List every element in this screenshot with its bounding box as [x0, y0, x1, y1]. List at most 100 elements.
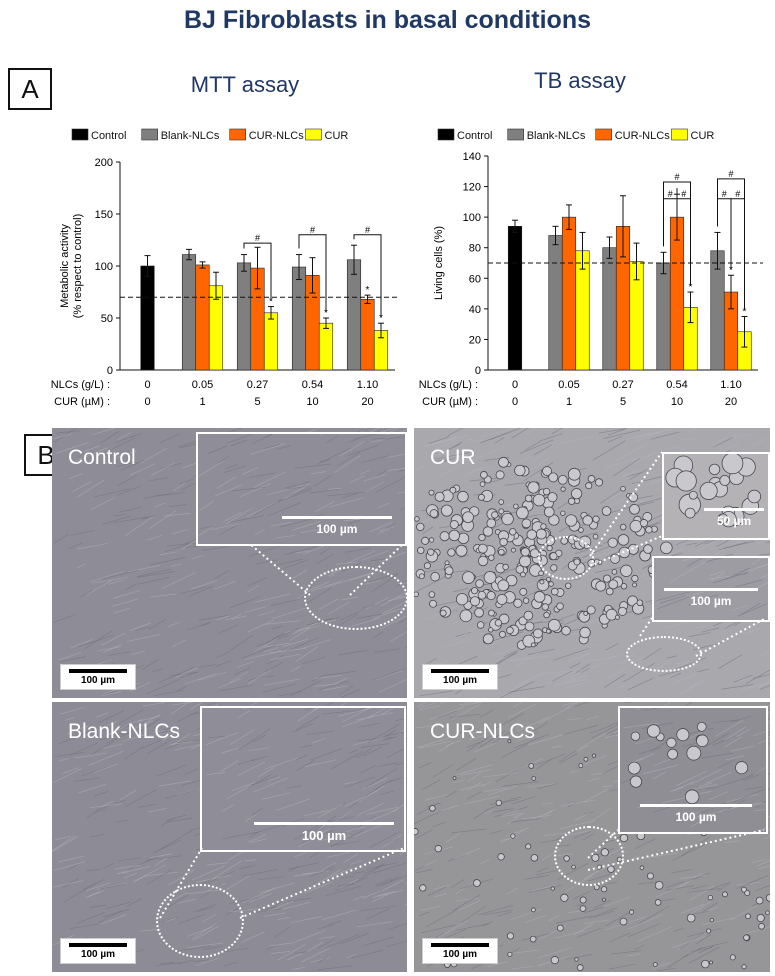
cell-bubble [499, 537, 508, 547]
cell-bubble [591, 753, 596, 758]
bar-cur-nlcs-4 [360, 298, 375, 371]
y-tick-label: 50 [101, 313, 113, 325]
cell-bubble [459, 609, 473, 623]
y-tick-label: 40 [469, 304, 481, 316]
cell-bubble [497, 853, 505, 861]
cell-bubble [434, 491, 445, 502]
cell-bubble [611, 569, 618, 575]
cell-bubble [743, 934, 750, 941]
cell-bubble [571, 488, 583, 500]
cell-bubble [475, 579, 484, 588]
cell-bubble [469, 596, 481, 607]
cell-bubble [525, 843, 532, 850]
x-tick-cur: 0 [144, 396, 150, 408]
zoom-region-ellipse [626, 636, 702, 672]
cell-bubble [660, 541, 673, 555]
cell-bubble [498, 499, 505, 505]
y-tick-label: 100 [95, 261, 113, 273]
significance-star: * [689, 282, 693, 293]
hash-label: # [722, 189, 727, 199]
cell-bubble [708, 463, 721, 476]
x-label-nlcs: NLCs (g/L) : [419, 379, 478, 391]
inset-scale-bar: 100 µm [640, 804, 752, 824]
inset-scale-bar: 50 µm [704, 508, 764, 528]
cell-bubble [618, 546, 631, 559]
cell-bubble [414, 516, 420, 522]
cell-bubble [686, 745, 702, 761]
cell-bubble [530, 907, 536, 913]
cell-bubble [479, 481, 486, 487]
figure-title: BJ Fibroblasts in basal conditions [183, 6, 591, 34]
cell-bubble [462, 571, 475, 584]
y-axis-label: (% respect to control) [72, 214, 84, 319]
cell-bubble [545, 628, 551, 634]
x-label-cur: CUR (µM) : [54, 396, 110, 408]
y-tick-label: 120 [463, 182, 481, 194]
cell-bubble [629, 909, 635, 915]
cell-bubble [538, 570, 544, 577]
cell-bubble [540, 523, 547, 530]
cell-bubble [574, 957, 579, 962]
cell-bubble [499, 630, 506, 638]
cell-bubble [675, 470, 697, 492]
x-tick-cur: 1 [566, 396, 572, 408]
micrograph-label: CUR-NLCs [430, 720, 535, 743]
cell-bubble [473, 879, 481, 887]
x-tick-nlc: 0.27 [247, 379, 268, 391]
bar-blank-nlcs-3 [291, 266, 307, 371]
scale-bar: 100 µm [422, 938, 498, 964]
zoom-region-ellipse [304, 566, 407, 630]
cell-bubble [592, 515, 600, 523]
hash-label: # [735, 189, 740, 199]
cell-bubble [516, 506, 529, 520]
cell-bubble [745, 913, 751, 920]
cell-bubble [477, 555, 489, 567]
cell-bubble [602, 574, 612, 583]
scale-bar: 100 µm [60, 664, 136, 690]
cell-bubble [741, 886, 747, 893]
x-label-cur: CUR (µM) : [422, 396, 478, 408]
cell-bubble [654, 881, 664, 890]
cell-bubble [497, 579, 510, 592]
cell-bubble [418, 573, 425, 580]
x-tick-cur: 20 [361, 396, 373, 408]
x-tick-cur: 1 [199, 396, 205, 408]
cell-bubble [719, 474, 731, 486]
cell-bubble [643, 544, 653, 554]
y-tick-label: 140 [463, 151, 481, 163]
cell-bubble [470, 587, 479, 595]
legend-swatch-1 [507, 128, 524, 141]
legend-label: CUR-NLCs [249, 130, 305, 142]
inset-scale-bar: 100 µm [254, 822, 394, 843]
cell-bubble [528, 763, 535, 769]
legend-swatch-2 [229, 128, 246, 141]
cell-bubble [486, 518, 497, 529]
cell-bubble [488, 627, 494, 633]
hash-bracket [663, 181, 691, 287]
legend-swatch-3 [671, 128, 688, 141]
micrograph-label: Blank-NLCs [68, 720, 181, 743]
cell-bubble [560, 893, 569, 902]
cell-bubble [494, 619, 503, 627]
legend-label: Blank-NLCs [527, 130, 586, 142]
cell-bubble [707, 894, 714, 901]
inset-scale-bar: 100 µm [282, 516, 392, 536]
cell-bubble [455, 544, 468, 557]
legend-label: Blank-NLCs [161, 130, 220, 142]
cell-bubble [639, 865, 645, 870]
cell-bubble [510, 833, 516, 839]
cell-bubble [550, 886, 555, 891]
cell-bubble [520, 571, 526, 578]
cell-bubble [532, 493, 546, 507]
x-tick-nlc: 1.10 [720, 379, 741, 391]
scale-bar: 100 µm [60, 938, 136, 964]
cell-bubble [565, 582, 572, 589]
hash-label: # [255, 233, 260, 243]
legend-label: CUR [325, 130, 349, 142]
cell-bubble [455, 593, 469, 606]
x-tick-nlc: 0.54 [666, 379, 687, 391]
cell-bubble [701, 959, 710, 969]
cell-bubble [628, 492, 639, 503]
significance-star: * [324, 308, 328, 319]
cell-bubble [564, 514, 578, 527]
